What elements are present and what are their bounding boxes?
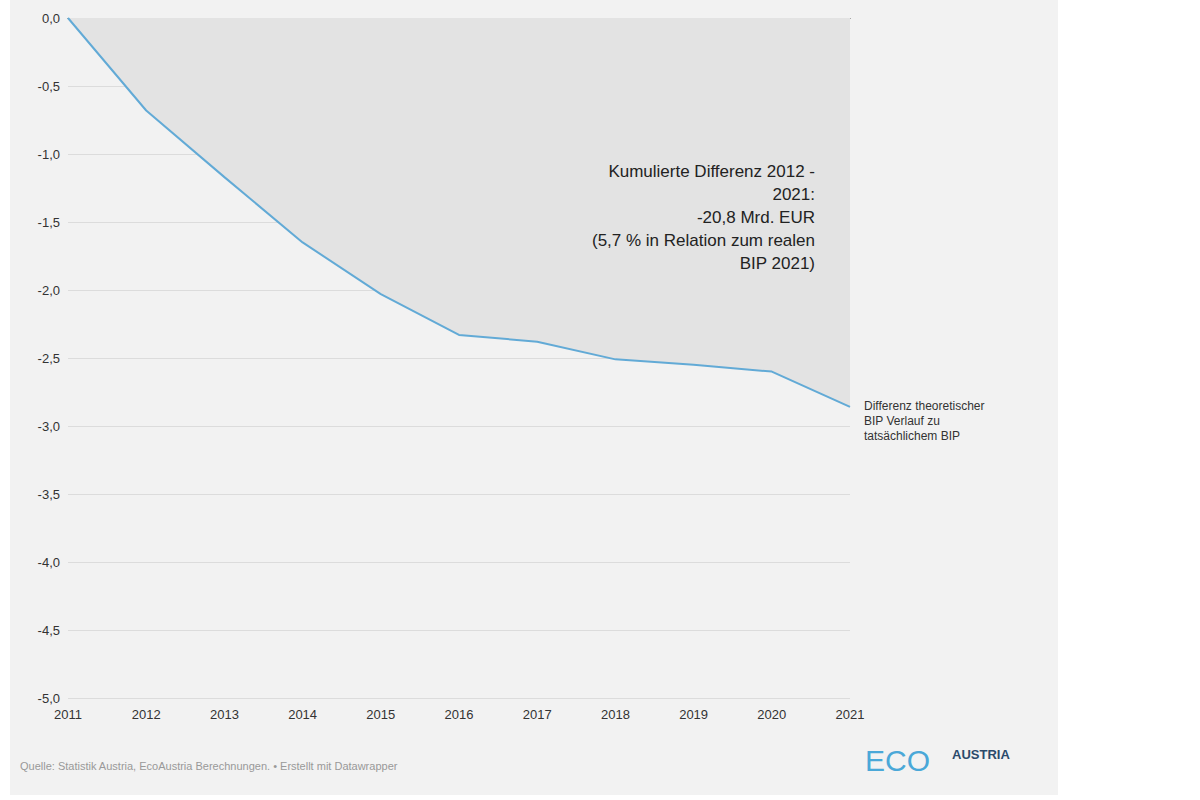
svg-text:2011: 2011 [54,707,82,722]
svg-text:2012: 2012 [132,707,161,722]
svg-text:2013: 2013 [210,707,239,722]
svg-text:2014: 2014 [288,707,317,722]
svg-text:-4,5: -4,5 [38,623,60,638]
svg-text:-1,5: -1,5 [38,215,60,230]
svg-text:2018: 2018 [601,707,630,722]
svg-text:2015: 2015 [366,707,395,722]
svg-text:(5,7 % in Relation zum realen: (5,7 % in Relation zum realen [592,231,815,250]
svg-text:2017: 2017 [523,707,552,722]
svg-text:-5,0: -5,0 [38,691,60,706]
svg-text:BIP Verlauf zu: BIP Verlauf zu [864,414,940,428]
svg-text:ECO: ECO [865,744,930,777]
svg-text:0,0: 0,0 [42,11,60,26]
svg-text:-3,5: -3,5 [38,487,60,502]
svg-text:2016: 2016 [445,707,474,722]
svg-text:tatsächlichem BIP: tatsächlichem BIP [864,429,960,443]
svg-text:-4,0: -4,0 [38,555,60,570]
svg-text:Quelle: Statistik Austria, Eco: Quelle: Statistik Austria, EcoAustria Be… [20,760,398,772]
svg-text:2021:: 2021: [772,185,815,204]
svg-text:-0,5: -0,5 [38,79,60,94]
svg-text:AUSTRIA: AUSTRIA [952,747,1010,762]
svg-text:Differenz theoretischer: Differenz theoretischer [864,399,985,413]
svg-text:BIP 2021): BIP 2021) [740,254,815,273]
svg-text:2021: 2021 [836,707,865,722]
svg-text:Kumulierte Differenz 2012 -: Kumulierte Differenz 2012 - [608,162,815,181]
svg-text:-20,8 Mrd. EUR: -20,8 Mrd. EUR [697,208,815,227]
svg-text:-2,5: -2,5 [38,351,60,366]
svg-text:-2,0: -2,0 [38,283,60,298]
svg-text:2019: 2019 [679,707,708,722]
svg-text:-1,0: -1,0 [38,147,60,162]
svg-text:-3,0: -3,0 [38,419,60,434]
svg-text:2020: 2020 [757,707,786,722]
